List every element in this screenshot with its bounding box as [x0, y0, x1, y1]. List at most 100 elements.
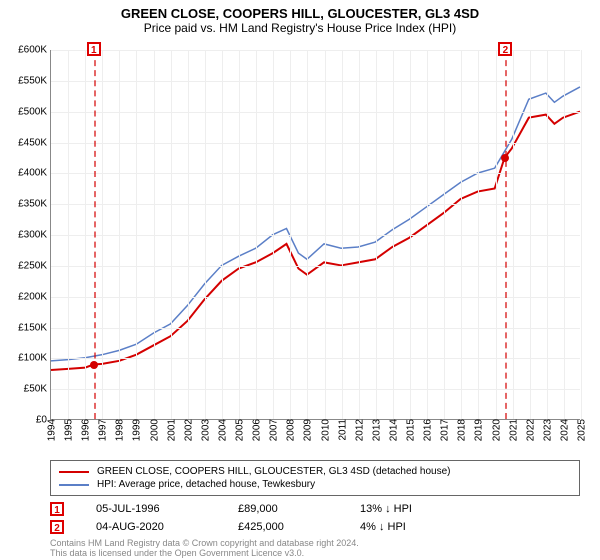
y-tick-label: £350K	[18, 199, 51, 210]
gridline-h	[51, 389, 580, 390]
gridline-v	[393, 50, 394, 419]
chart-plot-area: £0£50K£100K£150K£200K£250K£300K£350K£400…	[50, 50, 580, 420]
legend-row: HPI: Average price, detached house, Tewk…	[59, 478, 571, 491]
x-tick-label: 2001	[164, 419, 177, 441]
gridline-h	[51, 204, 580, 205]
sale-marker-dot	[501, 154, 509, 162]
sale-point-num: 2	[50, 520, 64, 534]
legend-row: GREEN CLOSE, COOPERS HILL, GLOUCESTER, G…	[59, 465, 571, 478]
y-tick-label: £500K	[18, 106, 51, 117]
y-tick-label: £200K	[18, 291, 51, 302]
x-tick-label: 2022	[523, 419, 536, 441]
gridline-v	[154, 50, 155, 419]
gridline-v	[256, 50, 257, 419]
sale-point-num: 1	[50, 502, 64, 516]
x-tick-label: 2025	[575, 419, 588, 441]
gridline-h	[51, 297, 580, 298]
sale-points-table: 105-JUL-1996£89,00013% ↓ HPI204-AUG-2020…	[50, 500, 580, 536]
gridline-h	[51, 235, 580, 236]
sale-marker-line	[505, 50, 507, 419]
legend-swatch	[59, 484, 89, 486]
chart-legend: GREEN CLOSE, COOPERS HILL, GLOUCESTER, G…	[50, 460, 580, 496]
gridline-v	[427, 50, 428, 419]
gridline-v	[205, 50, 206, 419]
gridline-v	[307, 50, 308, 419]
gridline-v	[171, 50, 172, 419]
legend-label: GREEN CLOSE, COOPERS HILL, GLOUCESTER, G…	[97, 466, 450, 477]
gridline-h	[51, 81, 580, 82]
sale-marker-box: 1	[87, 42, 101, 56]
x-tick-label: 1995	[62, 419, 75, 441]
gridline-v	[342, 50, 343, 419]
x-tick-label: 2006	[250, 419, 263, 441]
x-tick-label: 2010	[318, 419, 331, 441]
x-tick-label: 2019	[472, 419, 485, 441]
x-tick-label: 2000	[147, 419, 160, 441]
gridline-v	[119, 50, 120, 419]
gridline-h	[51, 112, 580, 113]
y-tick-label: £300K	[18, 230, 51, 241]
gridline-v	[530, 50, 531, 419]
y-tick-label: £150K	[18, 322, 51, 333]
sale-point-row: 2 04-AUG-2020 £425,000 4% ↓ HPI	[50, 518, 580, 536]
y-tick-label: £50K	[24, 384, 51, 395]
x-tick-label: 1994	[45, 419, 58, 441]
gridline-v	[478, 50, 479, 419]
sale-point-date: 04-AUG-2020	[96, 521, 206, 533]
sale-point-delta: 13% ↓ HPI	[360, 503, 412, 515]
gridline-v	[444, 50, 445, 419]
legend-label: HPI: Average price, detached house, Tewk…	[97, 479, 315, 490]
y-tick-label: £400K	[18, 168, 51, 179]
license-line1: Contains HM Land Registry data © Crown c…	[50, 538, 359, 548]
gridline-v	[461, 50, 462, 419]
sale-marker-box: 2	[498, 42, 512, 56]
x-tick-label: 2003	[198, 419, 211, 441]
gridline-v	[239, 50, 240, 419]
license-text: Contains HM Land Registry data © Crown c…	[50, 538, 359, 558]
gridline-v	[513, 50, 514, 419]
gridline-h	[51, 358, 580, 359]
license-line2: This data is licensed under the Open Gov…	[50, 548, 359, 558]
x-tick-label: 2007	[267, 419, 280, 441]
gridline-v	[376, 50, 377, 419]
x-tick-label: 2008	[284, 419, 297, 441]
x-tick-label: 2012	[352, 419, 365, 441]
gridline-v	[102, 50, 103, 419]
gridline-v	[290, 50, 291, 419]
y-tick-label: £450K	[18, 137, 51, 148]
sale-point-row: 105-JUL-1996£89,00013% ↓ HPI	[50, 500, 580, 518]
series-line-price_paid	[51, 112, 580, 371]
x-tick-label: 2018	[455, 419, 468, 441]
gridline-v	[136, 50, 137, 419]
gridline-v	[581, 50, 582, 419]
x-tick-label: 1998	[113, 419, 126, 441]
sale-point-date: 05-JUL-1996	[96, 503, 206, 515]
x-tick-label: 2024	[557, 419, 570, 441]
x-tick-label: 2017	[438, 419, 451, 441]
gridline-h	[51, 266, 580, 267]
x-tick-label: 2020	[489, 419, 502, 441]
y-tick-label: £600K	[18, 45, 51, 56]
sale-point-price: £425,000	[238, 521, 328, 533]
x-tick-label: 2013	[369, 419, 382, 441]
gridline-v	[273, 50, 274, 419]
y-tick-label: £100K	[18, 353, 51, 364]
x-tick-label: 2016	[421, 419, 434, 441]
x-tick-label: 2015	[404, 419, 417, 441]
x-tick-label: 1999	[130, 419, 143, 441]
chart-title: GREEN CLOSE, COOPERS HILL, GLOUCESTER, G…	[0, 0, 600, 21]
gridline-v	[547, 50, 548, 419]
x-tick-label: 2023	[540, 419, 553, 441]
sale-point-delta: 4% ↓ HPI	[360, 521, 406, 533]
x-tick-label: 2011	[335, 419, 348, 441]
gridline-h	[51, 143, 580, 144]
gridline-h	[51, 173, 580, 174]
x-tick-label: 2014	[386, 419, 399, 441]
x-tick-label: 2021	[506, 419, 519, 441]
gridline-v	[325, 50, 326, 419]
x-tick-label: 2009	[301, 419, 314, 441]
gridline-h	[51, 328, 580, 329]
gridline-v	[564, 50, 565, 419]
series-line-hpi	[51, 87, 580, 361]
gridline-v	[496, 50, 497, 419]
